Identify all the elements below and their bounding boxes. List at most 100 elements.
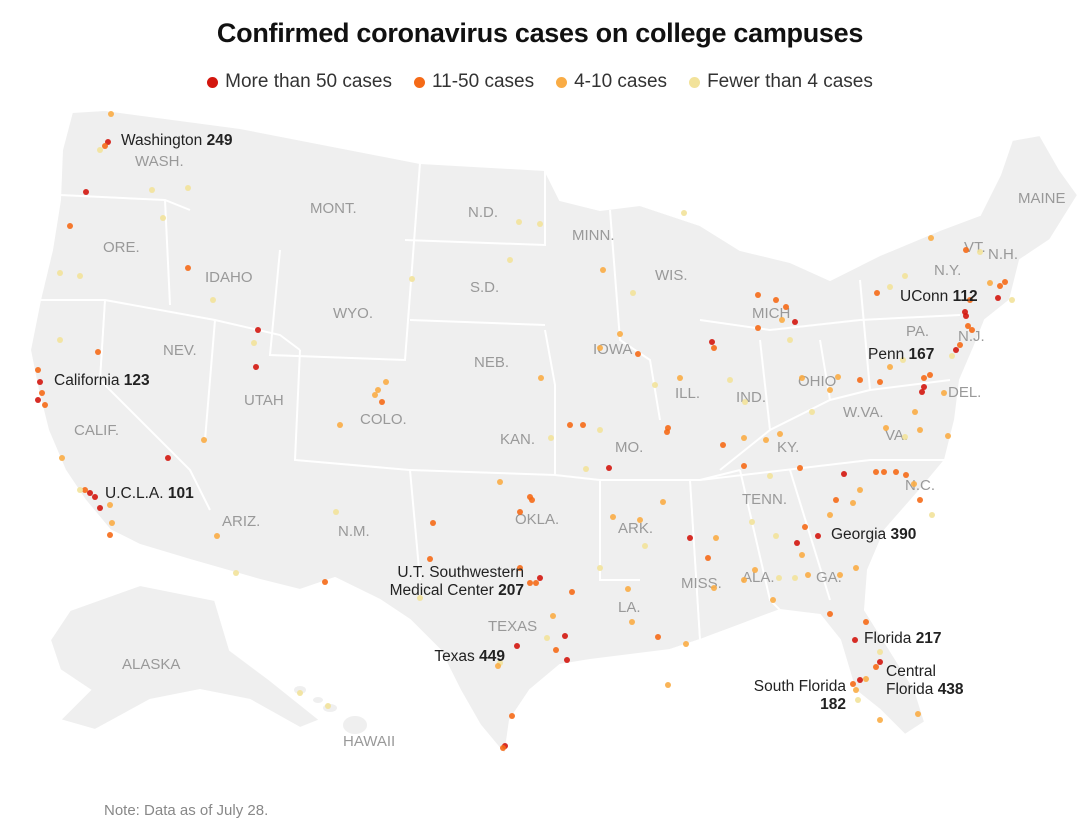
campus-dot	[850, 500, 856, 506]
callout-label: South Florida 182	[754, 678, 847, 713]
callout-label: Central Florida 438	[886, 663, 964, 698]
state-label: KY.	[777, 439, 799, 456]
campus-dot	[853, 687, 859, 693]
campus-dot	[617, 331, 623, 337]
campus-dot	[779, 317, 785, 323]
campus-dot	[749, 519, 755, 525]
campus-dot	[517, 509, 523, 515]
state-label: ARK.	[618, 520, 653, 537]
campus-dot	[59, 455, 65, 461]
legend-label: 11-50 cases	[432, 71, 535, 92]
campus-dot	[917, 427, 923, 433]
campus-dot	[665, 682, 671, 688]
state-label: IOWA	[593, 341, 632, 358]
campus-dot	[977, 249, 983, 255]
campus-dot	[597, 427, 603, 433]
campus-dot	[883, 425, 889, 431]
campus-dot	[107, 532, 113, 538]
state-label: MONT.	[310, 200, 357, 217]
campus-dot	[755, 325, 761, 331]
campus-dot	[39, 390, 45, 396]
campus-dot	[887, 364, 893, 370]
campus-dot	[97, 505, 103, 511]
campus-dot	[185, 265, 191, 271]
campus-dot	[881, 469, 887, 475]
campus-dot	[837, 572, 843, 578]
campus-dot	[507, 257, 513, 263]
campus-dot	[773, 533, 779, 539]
campus-dot	[537, 221, 543, 227]
campus-dot	[921, 384, 927, 390]
campus-dot	[873, 469, 879, 475]
campus-dot	[949, 353, 955, 359]
campus-dot	[995, 295, 1001, 301]
state-label: DEL.	[948, 384, 981, 401]
campus-dot	[600, 267, 606, 273]
campus-dot	[538, 375, 544, 381]
campus-dot	[792, 575, 798, 581]
campus-dot	[969, 327, 975, 333]
note: Note: Data as of July 28.	[104, 802, 269, 819]
campus-dot	[652, 382, 658, 388]
alaska-outline	[48, 583, 322, 732]
legend-item-4-10: 4-10 cases	[556, 71, 667, 93]
campus-dot	[833, 497, 839, 503]
campus-dot	[797, 465, 803, 471]
state-label: IND.	[736, 389, 766, 406]
campus-dot	[637, 517, 643, 523]
campus-dot	[763, 437, 769, 443]
state-label: WASH.	[135, 153, 184, 170]
campus-dot	[857, 677, 863, 683]
campus-dot	[681, 210, 687, 216]
campus-dot	[664, 429, 670, 435]
campus-dot	[1002, 279, 1008, 285]
campus-dot	[827, 611, 833, 617]
campus-dot	[873, 664, 879, 670]
campus-dot	[529, 497, 535, 503]
campus-dot	[430, 520, 436, 526]
campus-dot	[742, 399, 748, 405]
state-label: MINN.	[572, 227, 615, 244]
state-label: S.D.	[470, 279, 499, 296]
campus-dot	[965, 323, 971, 329]
legend-label: Fewer than 4 cases	[707, 71, 873, 92]
campus-dot	[912, 409, 918, 415]
campus-dot	[877, 717, 883, 723]
callouts: Washington 249 California 123 U.C.L.A. 101…	[54, 132, 978, 713]
state-label: N.C.	[905, 477, 935, 494]
campus-dot	[929, 512, 935, 518]
campus-dot	[629, 619, 635, 625]
legend-swatch	[689, 76, 701, 88]
campus-dot	[625, 586, 631, 592]
campus-dot	[877, 659, 883, 665]
legend-label: 4-10 cases	[574, 71, 668, 92]
legend-item-11-50: 11-50 cases	[414, 71, 534, 93]
state-label: NEV.	[163, 342, 197, 359]
campus-dot	[911, 481, 917, 487]
campus-dot	[379, 399, 385, 405]
campus-dot	[82, 487, 88, 493]
campus-dots	[35, 111, 1015, 751]
campus-dot	[917, 497, 923, 503]
campus-dot	[251, 340, 257, 346]
campus-dot	[957, 342, 963, 348]
state-label: GA.	[816, 569, 842, 586]
campus-dot	[850, 681, 856, 687]
campus-dot	[35, 397, 41, 403]
campus-dot	[655, 634, 661, 640]
campus-dot	[92, 494, 98, 500]
campus-dot	[149, 187, 155, 193]
campus-dot	[597, 345, 603, 351]
campus-dot	[794, 540, 800, 546]
campus-dot	[835, 374, 841, 380]
callout-label: California 123	[54, 372, 150, 389]
state-label: COLO.	[360, 411, 407, 428]
state-label: TENN.	[742, 491, 787, 508]
legend-swatch	[207, 76, 219, 88]
campus-dot	[375, 387, 381, 393]
campus-dot	[83, 189, 89, 195]
campus-dot	[900, 357, 906, 363]
campus-dot	[927, 372, 933, 378]
campus-dot	[887, 284, 893, 290]
campus-dot	[109, 520, 115, 526]
